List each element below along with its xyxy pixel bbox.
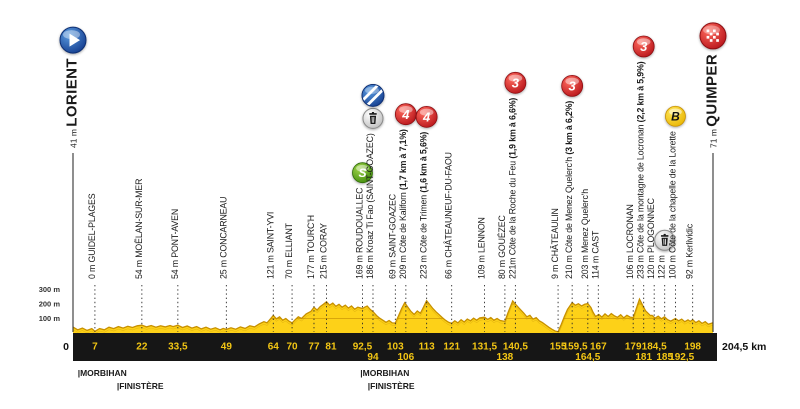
- km-tick: 184,5: [642, 342, 667, 353]
- km-tick: 167: [590, 342, 607, 353]
- waypoint-label: 100 m Côte de la chapelle de la Lorette: [667, 131, 677, 279]
- waste-zone-icon: [362, 107, 384, 129]
- waypoint-label: 70 m ELLIANT: [284, 222, 294, 279]
- elevation-area: [73, 299, 713, 333]
- start-label: 41 m LORIENT: [64, 58, 81, 148]
- km-tick: 106: [398, 352, 415, 363]
- waypoint-label: 106 m LOCRONAN: [625, 204, 635, 279]
- km-tick: 185: [656, 352, 673, 363]
- waypoint-label: 169 m ROUDOUALLEC: [354, 187, 364, 279]
- km-tick: 33,5: [168, 342, 188, 353]
- distance-bar: [73, 333, 717, 361]
- region-label: |FINISTÈRE: [368, 381, 415, 391]
- km-tick: 22: [136, 342, 148, 353]
- waypoint-label: 54 m MOËLAN-SUR-MER: [134, 179, 144, 279]
- waypoint-label: 122 m: [657, 255, 667, 279]
- waypoint-label: 92 m Kerlividic: [685, 223, 695, 279]
- waypoint-label: 209 m Côte de Kaliforn (1,7 km à 7,1%): [398, 129, 408, 279]
- region-label: |MORBIHAN: [360, 368, 409, 378]
- svg-text:3: 3: [512, 75, 520, 90]
- km-tick: 155: [550, 342, 567, 353]
- km-tick: 181: [635, 352, 652, 363]
- region-label: |FINISTÈRE: [117, 381, 164, 391]
- waypoint-label: 120 m PLOGONNEC: [646, 197, 656, 279]
- waypoint-label: 215 m CORAY: [318, 223, 328, 279]
- km-tick: 94: [367, 352, 379, 363]
- km-tick: 179: [625, 342, 642, 353]
- svg-text:3: 3: [569, 78, 577, 93]
- waypoint-label: 233 m Côte de la montagne de Locronan (2…: [636, 61, 646, 279]
- km-tick: 113: [419, 342, 436, 353]
- waypoint-label: 223 m Côte de Trimen (1,6 km à 5,6%): [419, 132, 429, 279]
- waypoint-label: 54 m PONT-AVEN: [170, 209, 180, 279]
- km-tick: 164,5: [575, 352, 600, 363]
- km-tick: 77: [308, 342, 320, 353]
- svg-text:4: 4: [422, 109, 431, 124]
- category-3-icon: 3: [561, 74, 584, 97]
- region-label: |MORBIHAN: [78, 368, 127, 378]
- svg-text:4: 4: [401, 107, 410, 122]
- y-gridline-label: 100 m: [39, 314, 61, 323]
- arrivee-icon: [699, 22, 727, 50]
- waypoint-label: 121 m SAINT-YVI: [265, 212, 275, 279]
- km-tick: 103: [387, 342, 404, 353]
- km-tick: 81: [325, 342, 337, 353]
- km-tick: 7: [92, 342, 98, 353]
- waypoint-label: 177 m TOURC'H: [306, 215, 316, 279]
- waypoint-label: 80 m GOUÉZEC: [497, 215, 507, 279]
- km-tick: 192,5: [669, 352, 694, 363]
- km-tick: 159,5: [563, 342, 588, 353]
- waypoint-label: 66 m CHÂTEAUNEUF-DU-FAOU: [444, 152, 454, 279]
- km-tick: 70: [287, 342, 299, 353]
- waypoint-label: 114 m CAST: [590, 230, 600, 279]
- category-3-icon: 3: [504, 71, 527, 94]
- waypoint-label: 109 m LENNON: [477, 217, 487, 279]
- km-tick: 198: [684, 342, 701, 353]
- y-gridline-label: 300 m: [39, 285, 61, 294]
- svg-text:B: B: [671, 110, 680, 124]
- svg-text:3: 3: [640, 39, 648, 54]
- km-tick: 131,5: [472, 342, 497, 353]
- km-tick: 49: [221, 342, 233, 353]
- bonus-icon: B: [665, 105, 686, 127]
- category-4-icon: 4: [415, 105, 438, 128]
- category-4-icon: 4: [394, 103, 417, 126]
- km-tick: 92,5: [353, 342, 373, 353]
- km-tick: 138: [497, 352, 514, 363]
- waste-zone-icon: [654, 229, 676, 251]
- waypoint-label: 221m Côte de la Roche du Feu (1,9 km à 6…: [507, 98, 517, 279]
- km-tick: 140,5: [503, 342, 528, 353]
- waypoint-label: 0 m GUIDEL-PLAGES: [87, 193, 97, 279]
- waypoint-label: 9 m CHÂTEAULIN: [550, 208, 560, 279]
- category-3-icon: 3: [632, 35, 655, 58]
- finish-label: 71 m QUIMPER: [704, 54, 721, 148]
- svg-text:S: S: [358, 166, 366, 180]
- elevation-ridge: [72, 297, 714, 333]
- feed-zone-icon: [361, 83, 385, 107]
- waypoint-label: 203 m Menez Quelerc'h: [580, 189, 590, 279]
- km-tick: 121: [443, 342, 460, 353]
- waypoint-label: 186 m Kroaz Ti Fao (SAINT-GOAZEC): [365, 133, 375, 279]
- depart-icon: [59, 26, 87, 54]
- waypoint-label: 69 m SAINT-GOAZEC: [387, 193, 397, 279]
- km-tick: 64: [268, 342, 280, 353]
- origin-label: 0: [63, 341, 69, 353]
- y-gridline-label: 200 m: [39, 300, 61, 309]
- waypoint-label: 210 m Côte de Menez Quelerc'h (3 km à 6,…: [564, 101, 574, 279]
- sprint-icon: S: [352, 162, 373, 184]
- waypoint-label: 25 m CONCARNEAU: [218, 197, 228, 279]
- finish-km-label: 204,5 km: [722, 341, 766, 353]
